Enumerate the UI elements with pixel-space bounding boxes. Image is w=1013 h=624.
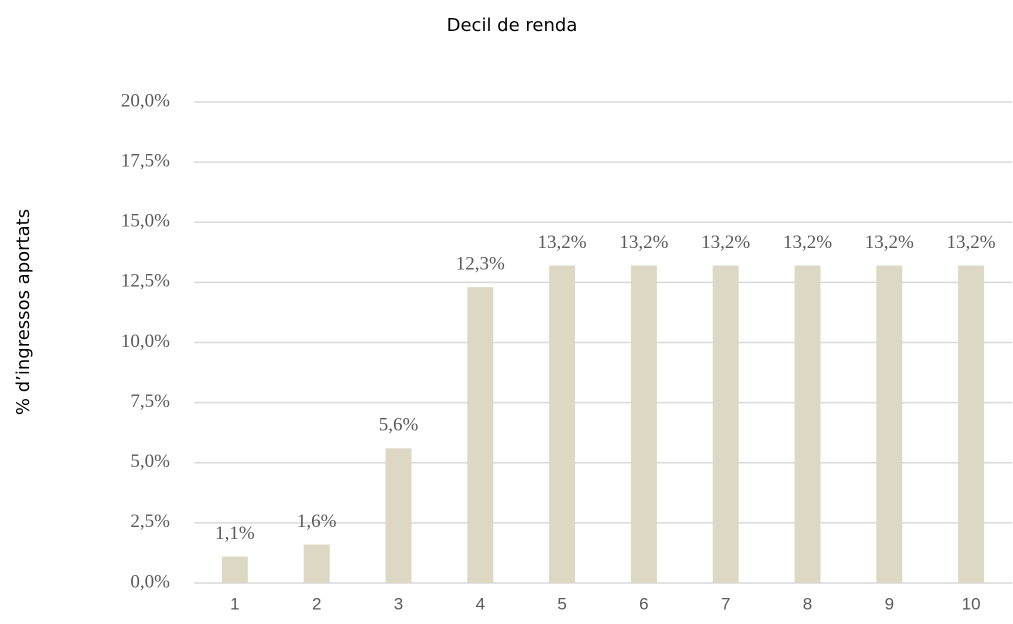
x-tick-label: 5 (557, 594, 566, 613)
data-label: 13,2% (619, 232, 668, 253)
bar (303, 544, 330, 583)
y-tick-label: 0,0% (130, 571, 170, 592)
x-tick-label: 10 (962, 594, 981, 613)
data-label: 1,1% (215, 523, 255, 544)
x-tick-label: 3 (394, 594, 403, 613)
bar (876, 265, 903, 583)
bar (385, 448, 412, 583)
x-tick-label: 6 (639, 594, 648, 613)
data-label: 13,2% (865, 232, 914, 253)
x-tick-label: 9 (885, 594, 894, 613)
y-tick-label: 15,0% (121, 211, 170, 232)
y-tick-label: 17,5% (121, 150, 170, 171)
bar (958, 265, 985, 583)
x-tick-label: 7 (721, 594, 730, 613)
y-tick-label: 10,0% (121, 331, 170, 352)
y-axis-label: % d’ingressos aportats (13, 209, 34, 415)
data-label: 1,6% (297, 511, 337, 532)
x-tick-label: 1 (230, 594, 239, 613)
bar (221, 556, 248, 583)
y-tick-label: 7,5% (130, 391, 170, 412)
data-label: 13,2% (783, 232, 832, 253)
y-tick-label: 5,0% (130, 451, 170, 472)
bar (712, 265, 739, 583)
data-label: 13,2% (947, 232, 996, 253)
y-tick-label: 2,5% (130, 511, 170, 532)
bar (630, 265, 657, 583)
bar (467, 287, 494, 583)
bar (549, 265, 576, 583)
data-label: 13,2% (538, 232, 587, 253)
y-tick-label: 12,5% (121, 271, 170, 292)
chart-title: Decil de renda (447, 15, 578, 36)
bar (794, 265, 821, 583)
y-tick-label: 20,0% (121, 90, 170, 111)
data-label: 12,3% (456, 254, 505, 275)
data-label: 5,6% (379, 415, 419, 436)
x-tick-label: 2 (312, 594, 321, 613)
x-tick-label: 4 (476, 594, 485, 613)
data-label: 13,2% (701, 232, 750, 253)
x-tick-label: 8 (803, 594, 812, 613)
